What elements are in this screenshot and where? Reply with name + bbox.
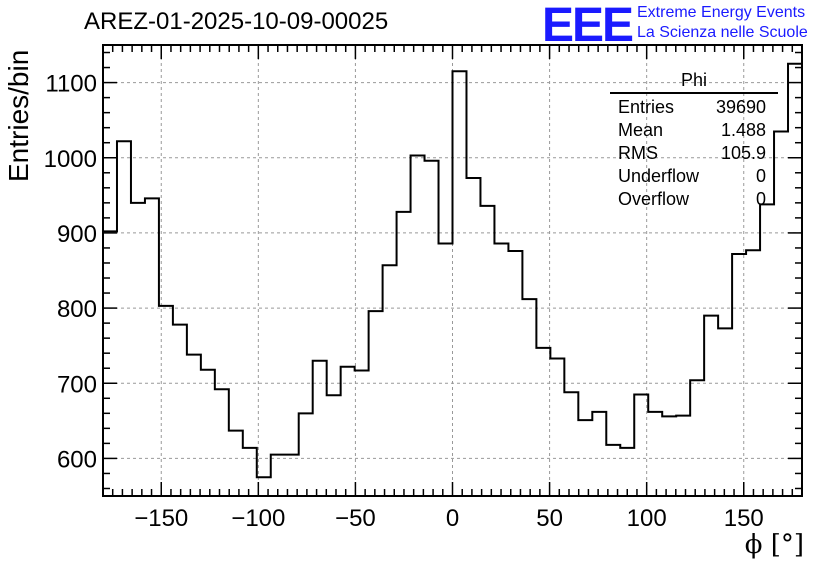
y-axis-label: Entries/bin — [3, 49, 34, 182]
x-tick-label: 100 — [627, 505, 667, 532]
x-axis-label: ϕ [°] — [744, 530, 804, 560]
stats-row: Entries 39690 — [610, 96, 778, 119]
tick-labels: −150 −100 −50 0 50 100 150 600 700 800 900 1000 1100 — [44, 71, 764, 532]
y-tick-label: 800 — [57, 296, 97, 323]
y-tick-label: 600 — [57, 446, 97, 473]
x-tick-label: −100 — [231, 505, 285, 532]
histogram-line — [103, 62, 802, 479]
stats-value: 0 — [755, 189, 766, 209]
eee-logo: EEE — [542, 0, 634, 52]
stats-label: Entries — [618, 97, 675, 117]
y-tick-label: 700 — [57, 371, 97, 398]
stats-row: Underflow 0 — [610, 165, 778, 188]
stats-label: RMS — [618, 143, 658, 163]
stats-label: Underflow — [618, 166, 700, 186]
stats-value: 105.9 — [720, 143, 766, 163]
stats-value: 0 — [755, 166, 766, 186]
stats-row: Overflow 0 — [610, 188, 778, 211]
x-tick-label: −50 — [335, 505, 376, 532]
stats-row: Mean 1.488 — [610, 119, 778, 142]
stats-label: Overflow — [618, 189, 690, 209]
stats-value: 39690 — [715, 97, 766, 117]
stats-label: Mean — [618, 120, 664, 140]
logo-tagline-2: La Scienza nelle Scuole — [637, 24, 808, 41]
y-tick-label: 1100 — [45, 71, 97, 98]
y-tick-label: 1000 — [44, 146, 97, 173]
x-tick-label: −150 — [134, 505, 188, 532]
stats-value: 1.488 — [720, 120, 766, 140]
x-tick-label: 50 — [536, 505, 563, 532]
stats-title: Phi — [610, 70, 778, 94]
x-tick-label: 150 — [724, 505, 764, 532]
logo-tagline-1: Extreme Energy Events — [637, 4, 806, 21]
chart-title: AREZ-01-2025-10-09-00025 — [84, 8, 389, 35]
stats-row: RMS 105.9 — [610, 142, 778, 165]
x-tick-label: 0 — [446, 505, 459, 532]
y-tick-label: 900 — [57, 221, 97, 248]
axis-ticks — [103, 45, 802, 496]
stats-box: Phi Entries 39690 Mean 1.488 RMS 105.9 U… — [610, 70, 778, 211]
